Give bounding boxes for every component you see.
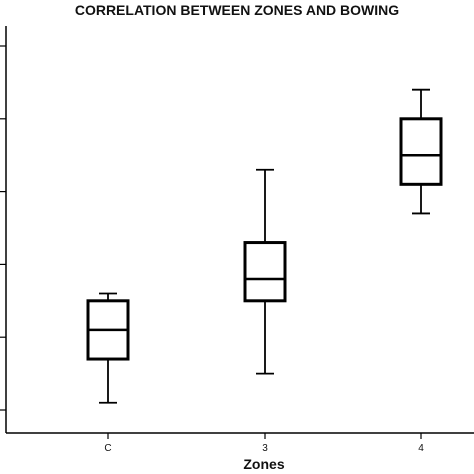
axes (0, 26, 474, 434)
x-tick-label: 4 (418, 443, 424, 454)
x-tick-label: C (104, 443, 111, 454)
chart-title: CORRELATION BETWEEN ZONES AND BOWING (74, 2, 400, 18)
box-3 (243, 168, 287, 375)
x-tick-label: 3 (262, 443, 268, 454)
iqr-box (243, 241, 287, 303)
iqr-box (399, 117, 443, 186)
box-4 (399, 88, 443, 215)
x-axis-label: Zones (243, 456, 285, 472)
box-C (86, 292, 130, 404)
x-ticks: C 3 4 (104, 433, 424, 454)
boxes (86, 88, 443, 404)
